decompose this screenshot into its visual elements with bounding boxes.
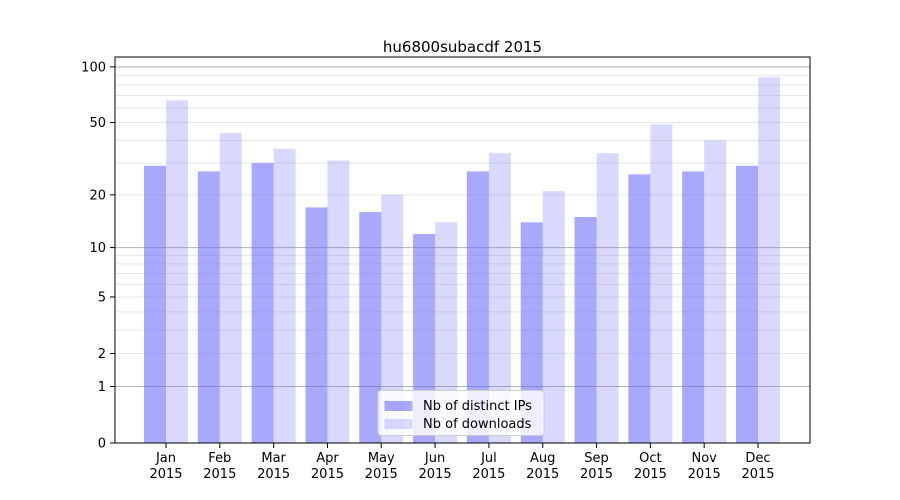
x-tick-label-month: Dec bbox=[745, 451, 770, 466]
x-tick-label-year: 2015 bbox=[203, 467, 236, 482]
bar-distinct-ips-apr bbox=[305, 207, 328, 443]
x-tick-label-year: 2015 bbox=[257, 467, 290, 482]
y-tick-label: 0 bbox=[98, 437, 106, 452]
bar-downloads-jun bbox=[435, 222, 458, 443]
bar-distinct-ips-sep bbox=[574, 217, 597, 443]
bar-downloads-oct bbox=[650, 124, 673, 444]
bar-distinct-ips-nov bbox=[682, 171, 705, 443]
y-tick-label: 100 bbox=[81, 60, 106, 75]
legend-swatch-distinct-ips bbox=[384, 401, 413, 411]
bar-distinct-ips-mar bbox=[251, 163, 274, 443]
bar-distinct-ips-jan bbox=[144, 165, 166, 443]
bar-downloads-may bbox=[381, 194, 404, 443]
x-tick-label-year: 2015 bbox=[472, 467, 505, 482]
y-tick-label: 20 bbox=[89, 188, 106, 203]
x-tick-label-year: 2015 bbox=[688, 467, 721, 482]
x-tick-label-year: 2015 bbox=[634, 467, 667, 482]
bar-downloads-jul bbox=[488, 153, 511, 443]
x-tick-label-month: Oct bbox=[639, 451, 661, 466]
y-axis-ticks: 0 1 2 5 10 20 50 100 bbox=[81, 60, 115, 452]
legend: Nb of distinct IPs Nb of downloads bbox=[377, 390, 545, 436]
x-tick-label-month: Jul bbox=[480, 451, 497, 466]
bars-layer bbox=[144, 77, 780, 444]
plot-frame bbox=[114, 56, 811, 444]
bar-downloads-dec bbox=[758, 77, 780, 443]
x-tick-label-month: Jun bbox=[424, 451, 445, 466]
bar-distinct-ips-jul bbox=[466, 171, 489, 443]
bar-downloads-feb bbox=[219, 132, 242, 443]
chart-title: hu6800subacdf 2015 bbox=[382, 38, 543, 56]
x-tick-label-month: Nov bbox=[691, 451, 717, 466]
x-tick-label-month: Feb bbox=[208, 451, 231, 466]
bar-downloads-mar bbox=[273, 148, 296, 443]
y-tick-label: 5 bbox=[98, 290, 106, 305]
legend-swatch-downloads bbox=[384, 419, 413, 429]
x-tick-label-year: 2015 bbox=[580, 467, 613, 482]
legend-label-distinct-ips: Nb of distinct IPs bbox=[423, 399, 532, 414]
x-axis-ticks: Jan2015Feb2015Mar2015Apr2015May2015Jun20… bbox=[149, 443, 775, 482]
x-tick-label-year: 2015 bbox=[311, 467, 344, 482]
bar-distinct-ips-feb bbox=[197, 171, 220, 443]
bar-distinct-ips-oct bbox=[628, 174, 651, 444]
bar-downloads-sep bbox=[596, 153, 619, 443]
bar-downloads-jan bbox=[166, 100, 188, 444]
x-tick-label-year: 2015 bbox=[365, 467, 398, 482]
x-tick-label-month: Sep bbox=[584, 451, 609, 466]
bar-downloads-nov bbox=[704, 140, 727, 444]
x-tick-label-month: Aug bbox=[530, 451, 555, 466]
bar-downloads-aug bbox=[542, 191, 565, 443]
legend-label-downloads: Nb of downloads bbox=[423, 417, 532, 432]
axes bbox=[114, 56, 811, 444]
legend-box bbox=[377, 390, 545, 436]
x-tick-label-year: 2015 bbox=[741, 467, 774, 482]
y-tick-label: 50 bbox=[89, 116, 106, 131]
y-tick-label: 1 bbox=[98, 380, 106, 395]
bar-distinct-ips-aug bbox=[520, 222, 543, 443]
bar-distinct-ips-dec bbox=[736, 165, 758, 443]
x-tick-label-year: 2015 bbox=[419, 467, 452, 482]
bar-downloads-apr bbox=[327, 160, 350, 443]
x-tick-label-year: 2015 bbox=[149, 467, 182, 482]
x-tick-label-month: May bbox=[368, 451, 395, 466]
y-tick-label: 10 bbox=[89, 241, 106, 256]
y-tick-label: 2 bbox=[98, 347, 106, 362]
bar-distinct-ips-may bbox=[359, 212, 382, 443]
x-tick-label-month: Jan bbox=[155, 451, 176, 466]
x-tick-label-month: Apr bbox=[316, 451, 339, 466]
x-tick-label-month: Mar bbox=[261, 451, 286, 466]
x-tick-label-year: 2015 bbox=[526, 467, 559, 482]
